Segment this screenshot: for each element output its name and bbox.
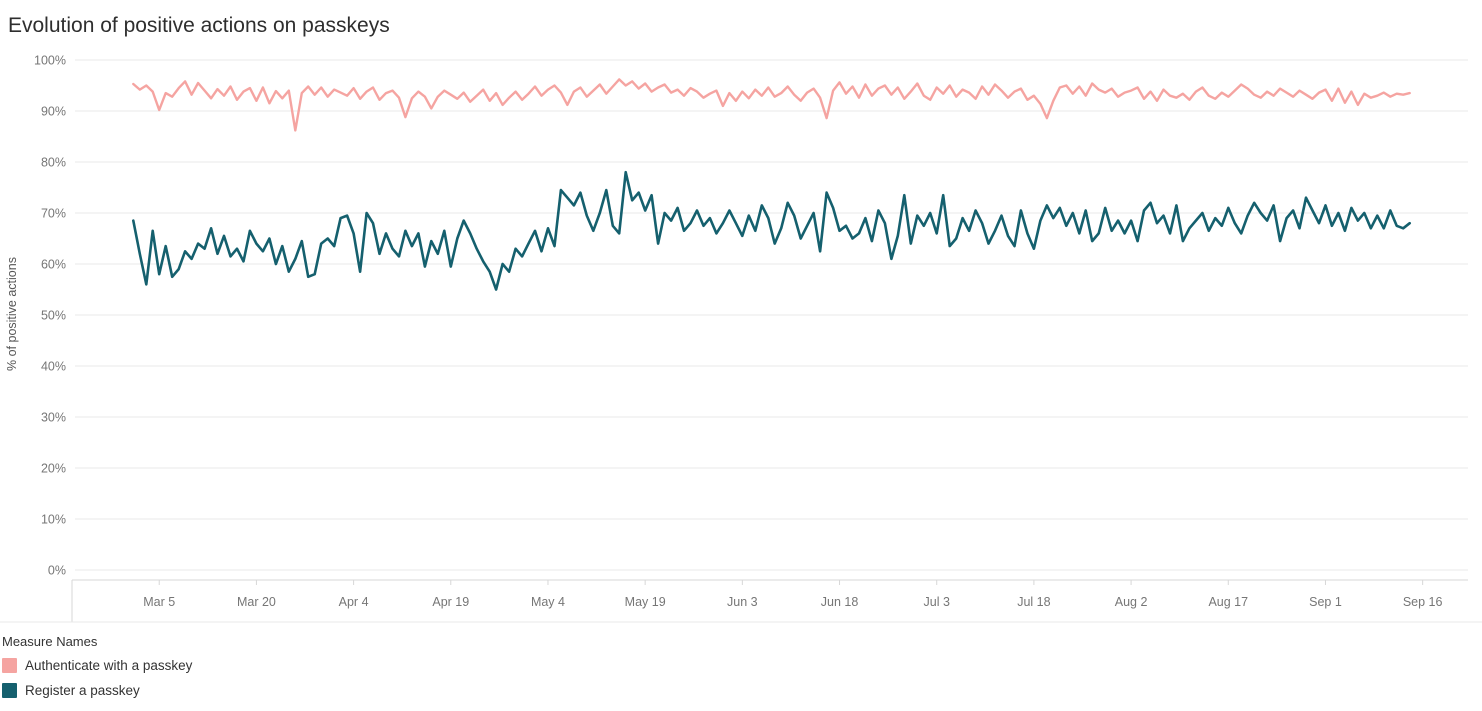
x-tick-label: Mar 20 [237, 595, 276, 609]
x-tick-label: Apr 4 [339, 595, 369, 609]
chart-svg[interactable]: 0% 10% 20% 30% 40% 50% 60% 70% 80% 90% 100% Mar 5 Ma… [0, 48, 1482, 626]
y-tick-label: 70% [41, 207, 66, 221]
line-chart[interactable]: 0% 10% 20% 30% 40% 50% 60% 70% 80% 90% 100% Mar 5 Ma… [0, 48, 1482, 626]
x-tick-label: Sep 16 [1403, 595, 1443, 609]
y-tick-label: 50% [41, 309, 66, 323]
legend-item-register[interactable]: Register a passkey [2, 683, 1482, 698]
legend-item-authenticate[interactable]: Authenticate with a passkey [2, 658, 1482, 673]
y-tick-label: 10% [41, 513, 66, 527]
legend-label-authenticate: Authenticate with a passkey [25, 658, 193, 673]
x-tick-label: Apr 19 [432, 595, 469, 609]
x-tick-label: Jul 18 [1017, 595, 1050, 609]
x-tick-label: Sep 1 [1309, 595, 1342, 609]
y-tick-label: 0% [48, 564, 66, 578]
series-line-1[interactable] [132, 170, 1411, 291]
legend: Measure Names Authenticate with a passke… [0, 626, 1482, 698]
x-tick-label: Jul 3 [924, 595, 950, 609]
x-tick-label: Aug 2 [1115, 595, 1148, 609]
y-tick-label: 30% [41, 411, 66, 425]
x-tick-label: Aug 17 [1208, 595, 1248, 609]
legend-swatch-register [2, 683, 17, 698]
y-tick-label: 60% [41, 258, 66, 272]
x-tick-label: Jun 18 [821, 595, 859, 609]
x-tick-label: Jun 3 [727, 595, 758, 609]
legend-label-register: Register a passkey [25, 683, 140, 698]
y-tick-label: 20% [41, 462, 66, 476]
y-tick-label: 100% [34, 54, 66, 68]
x-tick-label: Mar 5 [143, 595, 175, 609]
x-tick-label: May 19 [625, 595, 666, 609]
series-line-0[interactable] [132, 78, 1411, 132]
y-tick-label: 40% [41, 360, 66, 374]
legend-swatch-authenticate [2, 658, 17, 673]
legend-title: Measure Names [2, 634, 98, 649]
y-tick-label: 80% [41, 156, 66, 170]
x-tick-label: May 4 [531, 595, 565, 609]
y-tick-label: 90% [41, 105, 66, 119]
chart-title: Evolution of positive actions on passkey… [8, 14, 390, 37]
